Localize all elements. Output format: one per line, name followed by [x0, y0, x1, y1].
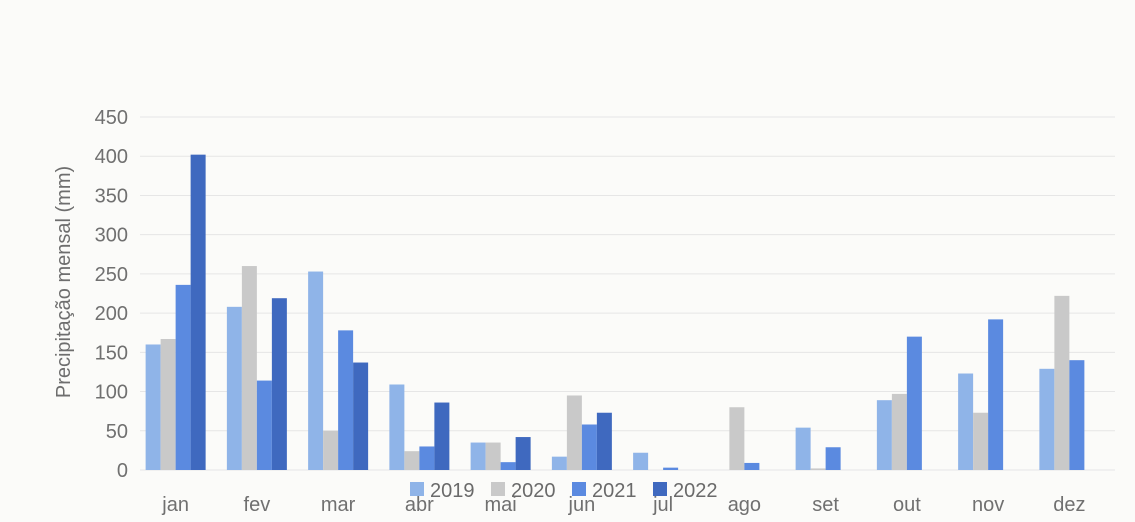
bar-mar-2021 — [338, 330, 354, 470]
bar-mar-2019 — [308, 271, 324, 470]
bar-abr-2020 — [404, 451, 420, 470]
bar-jun-2020 — [566, 395, 582, 470]
bar-jan-2021 — [175, 284, 191, 470]
y-tick-label: 100 — [95, 382, 128, 404]
bar-jan-2019 — [145, 344, 161, 470]
bar-jan-2020 — [160, 338, 176, 470]
y-tick-label: 300 — [95, 225, 128, 247]
bar-abr-2022 — [434, 402, 450, 470]
y-axis-label: Precipitação mensal (mm) — [53, 166, 75, 398]
bar-jun-2019 — [551, 456, 567, 470]
x-tick-label: jun — [568, 494, 596, 516]
legend-swatch-2021 — [572, 482, 586, 496]
bar-dez-2021 — [1069, 360, 1085, 470]
bar-fev-2022 — [271, 298, 287, 470]
bar-ago-2020 — [729, 407, 745, 470]
bar-mar-2022 — [353, 362, 369, 470]
x-tick-label: mai — [485, 494, 517, 516]
y-tick-label: 50 — [106, 421, 128, 443]
bar-fev-2019 — [226, 306, 242, 470]
x-tick-label: ago — [728, 494, 761, 516]
x-tick-label: jul — [652, 494, 673, 516]
y-tick-label: 200 — [95, 303, 128, 325]
gridlines — [140, 116, 1115, 471]
y-tick-label: 350 — [95, 185, 128, 207]
bar-set-2020 — [810, 468, 826, 470]
bar-jul-2021 — [663, 467, 679, 470]
y-tick-label: 450 — [95, 107, 128, 129]
x-axis-ticks: jan fev mar abr mai jun jul ago set out nov dez — [161, 494, 1085, 516]
legend-swatch-2022 — [653, 482, 667, 496]
bar-jan-2022 — [190, 154, 206, 471]
bar-mai-2019 — [470, 442, 486, 470]
x-tick-label: nov — [972, 494, 1004, 516]
bar-set-2021 — [825, 447, 841, 470]
legend-label-2019: 2019 — [430, 480, 475, 502]
legend-swatch-2020 — [491, 482, 505, 496]
bar-out-2020 — [891, 393, 907, 470]
bar-out-2021 — [906, 336, 922, 470]
x-tick-label: set — [812, 494, 839, 516]
bar-nov-2019 — [958, 373, 974, 470]
legend-label-2021: 2021 — [592, 480, 637, 502]
legend-swatch-2019 — [410, 482, 424, 496]
y-tick-label: 150 — [95, 342, 128, 364]
y-tick-label: 0 — [117, 460, 128, 482]
bar-fev-2021 — [256, 380, 272, 470]
bar-mai-2021 — [500, 462, 516, 470]
bar-jun-2021 — [581, 424, 597, 470]
bars — [145, 154, 1085, 471]
x-tick-label: mar — [321, 494, 356, 516]
bar-jun-2022 — [596, 412, 612, 470]
bar-dez-2020 — [1054, 295, 1070, 470]
bar-nov-2020 — [973, 412, 989, 470]
legend-label-2022: 2022 — [673, 480, 718, 502]
bar-nov-2021 — [988, 319, 1004, 470]
bar-fev-2020 — [241, 266, 257, 470]
bar-ago-2021 — [744, 462, 760, 470]
x-tick-label: fev — [244, 494, 271, 516]
bar-abr-2021 — [419, 446, 435, 470]
x-tick-label: dez — [1053, 494, 1085, 516]
bar-mai-2022 — [515, 437, 531, 470]
bar-dez-2019 — [1039, 368, 1055, 470]
legend-label-2020: 2020 — [511, 480, 556, 502]
bar-mar-2020 — [323, 430, 339, 470]
x-tick-label: abr — [405, 494, 434, 516]
y-axis-ticks: 0 50 100 150 200 250 300 350 400 450 — [95, 107, 128, 482]
bar-abr-2019 — [389, 384, 405, 470]
x-tick-label: jan — [161, 494, 189, 516]
y-tick-label: 250 — [95, 264, 128, 286]
bar-set-2019 — [795, 427, 811, 470]
bar-mai-2020 — [485, 442, 501, 470]
bar-out-2019 — [876, 400, 892, 470]
legend: 2019 2020 2021 2022 — [410, 480, 718, 502]
x-tick-label: out — [893, 494, 921, 516]
y-tick-label: 400 — [95, 146, 128, 168]
bar-jul-2019 — [633, 452, 649, 470]
